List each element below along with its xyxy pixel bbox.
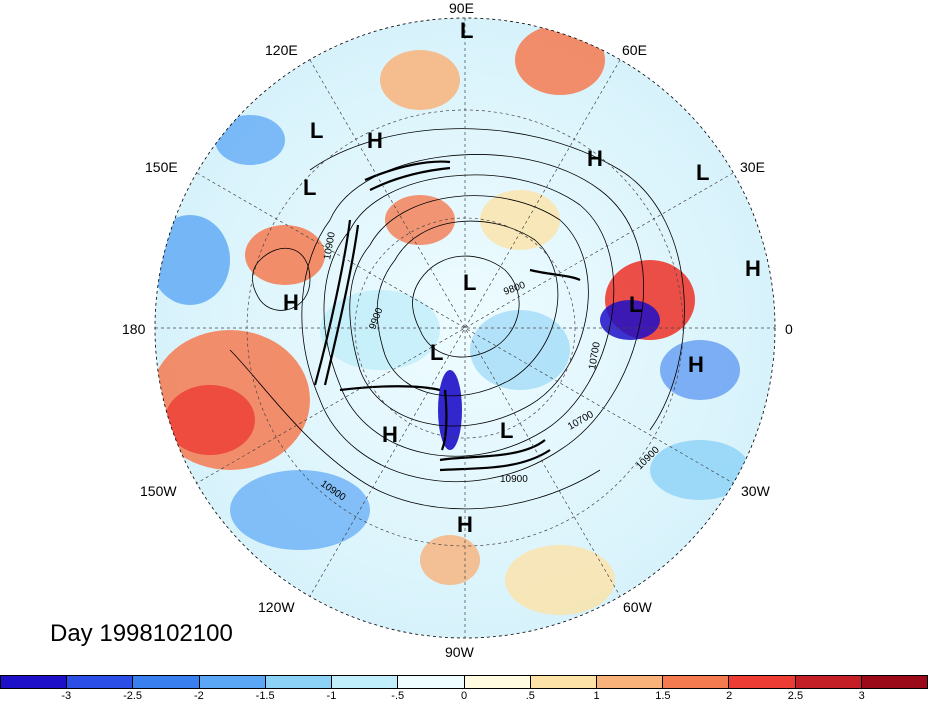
high-center-label: H [382,422,398,447]
low-center-label: L [430,340,443,365]
lon-label-90w: 90W [445,644,475,660]
colorbar-cell [1,676,68,688]
lon-label-180: 180 [122,321,146,337]
polar-map: 10900 9900 10700 10900 10700 10900 9800 … [122,0,793,660]
colorbar-cell [398,676,465,688]
colorbar-tick-label: 1 [593,690,600,702]
high-center-label: H [688,352,704,377]
colorbar-tick-label: 1.5 [655,690,671,702]
low-center-label: L [463,270,476,295]
colorbar-cell [133,676,200,688]
colorbar-cell [464,676,531,688]
lon-label-120w: 120W [258,599,295,615]
low-center-label: L [460,18,473,43]
lon-label-120e: 120E [265,42,298,58]
colorbar-tick-label: 2 [726,690,733,702]
colorbar-tick-label: 3 [858,690,865,702]
high-center-label: H [745,256,761,281]
colorbar-cell [795,676,862,688]
low-center-label: L [303,175,316,200]
low-center-label: L [696,160,709,185]
contour-label: 10700 [587,341,603,371]
contour-label: 10900 [500,474,528,485]
colorbar-tick-label: -3 [61,690,72,702]
colorbar-cell [861,676,928,688]
low-center-label: L [629,292,642,317]
height-contours [229,128,685,510]
colorbar-tick-label: 2.5 [787,690,804,702]
colorbar-cell [265,676,333,688]
colorbar-tick-label: -2.5 [123,690,143,702]
colorbar-tick-label: -1 [326,690,337,702]
lon-label-150w: 150W [140,483,177,499]
high-center-label: H [283,290,299,315]
colorbar-cell [729,676,796,688]
contour-label: 10900 [322,231,338,261]
colorbar-cell [199,676,266,688]
lon-label-30w: 30W [741,483,771,499]
colorbar-tick-label: -.5 [391,690,405,702]
colorbar-tick-label: -1.5 [255,690,275,702]
colorbar-tick-label: .5 [525,690,535,702]
high-center-label: H [587,146,603,171]
low-center-label: L [500,418,513,443]
pressure-centers: L H L L H L H H L L L H L H H [283,18,761,537]
colorbar-cell [332,676,399,688]
high-center-label: H [457,512,473,537]
colorbar-cell [67,676,134,688]
colorbar-cell [663,676,730,688]
lon-label-60e: 60E [622,42,647,58]
graticule [155,18,775,638]
colorbar [0,675,928,689]
jet-contours [313,160,581,472]
day-title: Day 1998102100 [50,620,233,647]
colorbar-tick-label: 0 [460,690,468,702]
colorbar-tick-label: -2 [193,690,204,702]
lon-label-30e: 30E [740,159,765,175]
lon-label-90e: 90E [449,0,474,16]
lon-label-150e: 150E [145,159,178,175]
colorbar-ticks: -3 -2.5 -2 -1.5 -1 -.5 0 .5 1 1.5 2 2.5 3 [0,690,928,702]
colorbar-cell [530,676,597,688]
lon-label-0: 0 [785,321,793,337]
lon-label-60w: 60W [623,599,653,615]
map-boundary [154,17,776,639]
longitude-labels: 90E 60E 30E 0 30W 60W 90W 120W 150W 180 … [122,0,793,660]
colorbar-cell [596,676,664,688]
high-center-label: H [367,128,383,153]
low-center-label: L [310,118,323,143]
